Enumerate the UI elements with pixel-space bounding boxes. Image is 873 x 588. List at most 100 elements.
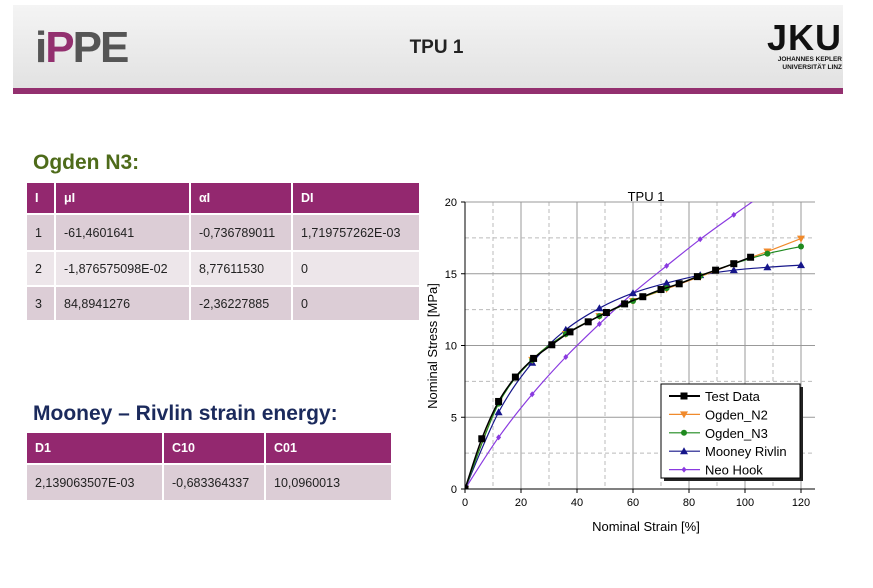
jku-logo-sub2: UNIVERSITÄT LINZ [782,64,842,71]
data-point [563,353,569,360]
data-point [639,293,647,301]
legend-marker [681,466,687,473]
data-point [797,235,805,243]
y-tick-label: 20 [445,197,457,209]
column-header: αI [190,183,293,215]
jku-logo-sub1: JOHANNES KEPLER [777,56,842,63]
data-point [529,391,535,398]
column-header: μI [55,183,191,215]
data-point [478,435,486,443]
x-tick-label: 60 [627,497,639,509]
data-point [697,236,703,243]
column-header: D1 [27,433,164,465]
data-point [496,434,502,441]
table-cell: 1 [27,214,56,252]
column-header: DI [292,183,421,215]
data-point [693,273,701,281]
data-point [798,243,804,250]
series-test-data [465,253,755,489]
mooney-heading: Mooney – Rivlin strain energy: [33,402,338,425]
mooney-table: D1 C10 C01 2,139063507E-03 -0,683364337 10… [27,433,393,502]
data-point [712,266,720,274]
slide-title: TPU 1 [409,37,464,58]
data-point [764,250,771,257]
data-point [763,263,772,271]
data-point [495,397,503,405]
data-point [465,485,469,489]
x-tick-label: 120 [792,497,810,509]
legend-marker [680,392,688,400]
data-point [664,262,670,269]
jku-logo: JKU JOHANNES KEPLER UNIVERSITÄT LINZ [712,20,842,72]
y-tick-label: 5 [451,412,457,424]
legend-marker [680,411,688,419]
data-point [730,260,738,268]
table-cell: 0 [292,286,421,322]
y-tick-label: 15 [445,269,457,281]
data-point [602,308,610,316]
legend-marker [681,429,687,436]
legend-label: Neo Hook [705,463,763,478]
table-header-row: D1 C10 C01 [27,433,393,465]
table-cell: 1,719757262E-03 [292,214,421,252]
table-row: 3 84,8941276 -2,36227885 0 [27,286,421,322]
table-row: 2 -1,876575098E-02 8,77611530 0 [27,251,421,287]
legend-label: Ogden_N2 [705,407,768,422]
data-point [596,320,602,327]
data-point [662,279,671,287]
data-point [621,300,629,308]
legend-label: Ogden_N3 [705,426,768,441]
x-axis-label: Nominal Strain [%] [592,519,700,534]
legend-marker [680,447,688,455]
column-header: C01 [265,433,393,465]
table-cell: 2 [27,251,56,287]
header-divider [13,88,843,94]
table-cell: -0,736789011 [190,214,293,252]
ogden-heading: Ogden N3: [33,151,140,174]
data-point [765,188,770,194]
jku-logo-text: JKU [766,17,842,58]
y-tick-label: 10 [445,341,457,353]
table-cell: 0 [292,251,421,287]
x-tick-label: 80 [683,497,695,509]
table-cell: 2,139063507E-03 [27,464,164,502]
legend: Test Data Ogden_N2 Ogden_N3 Mooney Rivlin Ne… [660,383,803,481]
data-point [747,253,755,261]
table-cell: 10,0960013 [265,464,393,502]
ogden-table: I μI αI DI 1 -61,4601641 -0,736789011 1,719… [27,183,421,322]
data-point [729,266,738,274]
y-tick-label: 0 [451,484,457,496]
table-row: 2,139063507E-03 -0,683364337 10,0960013 [27,464,393,502]
x-tick-label: 0 [462,497,468,509]
table-cell: -2,36227885 [190,286,293,322]
table-cell: -61,4601641 [55,214,191,252]
data-point [675,280,683,288]
data-point [548,341,556,349]
data-point [657,286,665,294]
data-point [584,318,592,326]
chart-title: TPU 1 [628,189,665,204]
table-cell: -1,876575098E-02 [55,251,191,287]
data-point [494,408,503,416]
table-cell: 84,8941276 [55,286,191,322]
ippe-logo: iPPE [35,23,129,72]
table-row: 1 -61,4601641 -0,736789011 1,719757262E-03 [27,214,421,252]
legend-label: Test Data [705,389,761,404]
data-point [731,211,737,218]
table-cell: 8,77611530 [190,251,293,287]
x-tick-label: 20 [515,497,527,509]
x-tick-label: 100 [736,497,754,509]
table-cell: 3 [27,286,56,322]
legend-label: Mooney Rivlin [705,444,787,459]
table-cell: -0,683364337 [163,464,266,502]
data-point [595,304,604,312]
x-tick-label: 40 [571,497,583,509]
y-axis-label: Nominal Stress [MPa] [425,283,440,409]
column-header: C10 [163,433,266,465]
data-point [530,354,538,362]
data-point [566,328,574,336]
slide-header [13,5,843,88]
data-point [511,373,519,381]
column-header: I [27,183,56,215]
